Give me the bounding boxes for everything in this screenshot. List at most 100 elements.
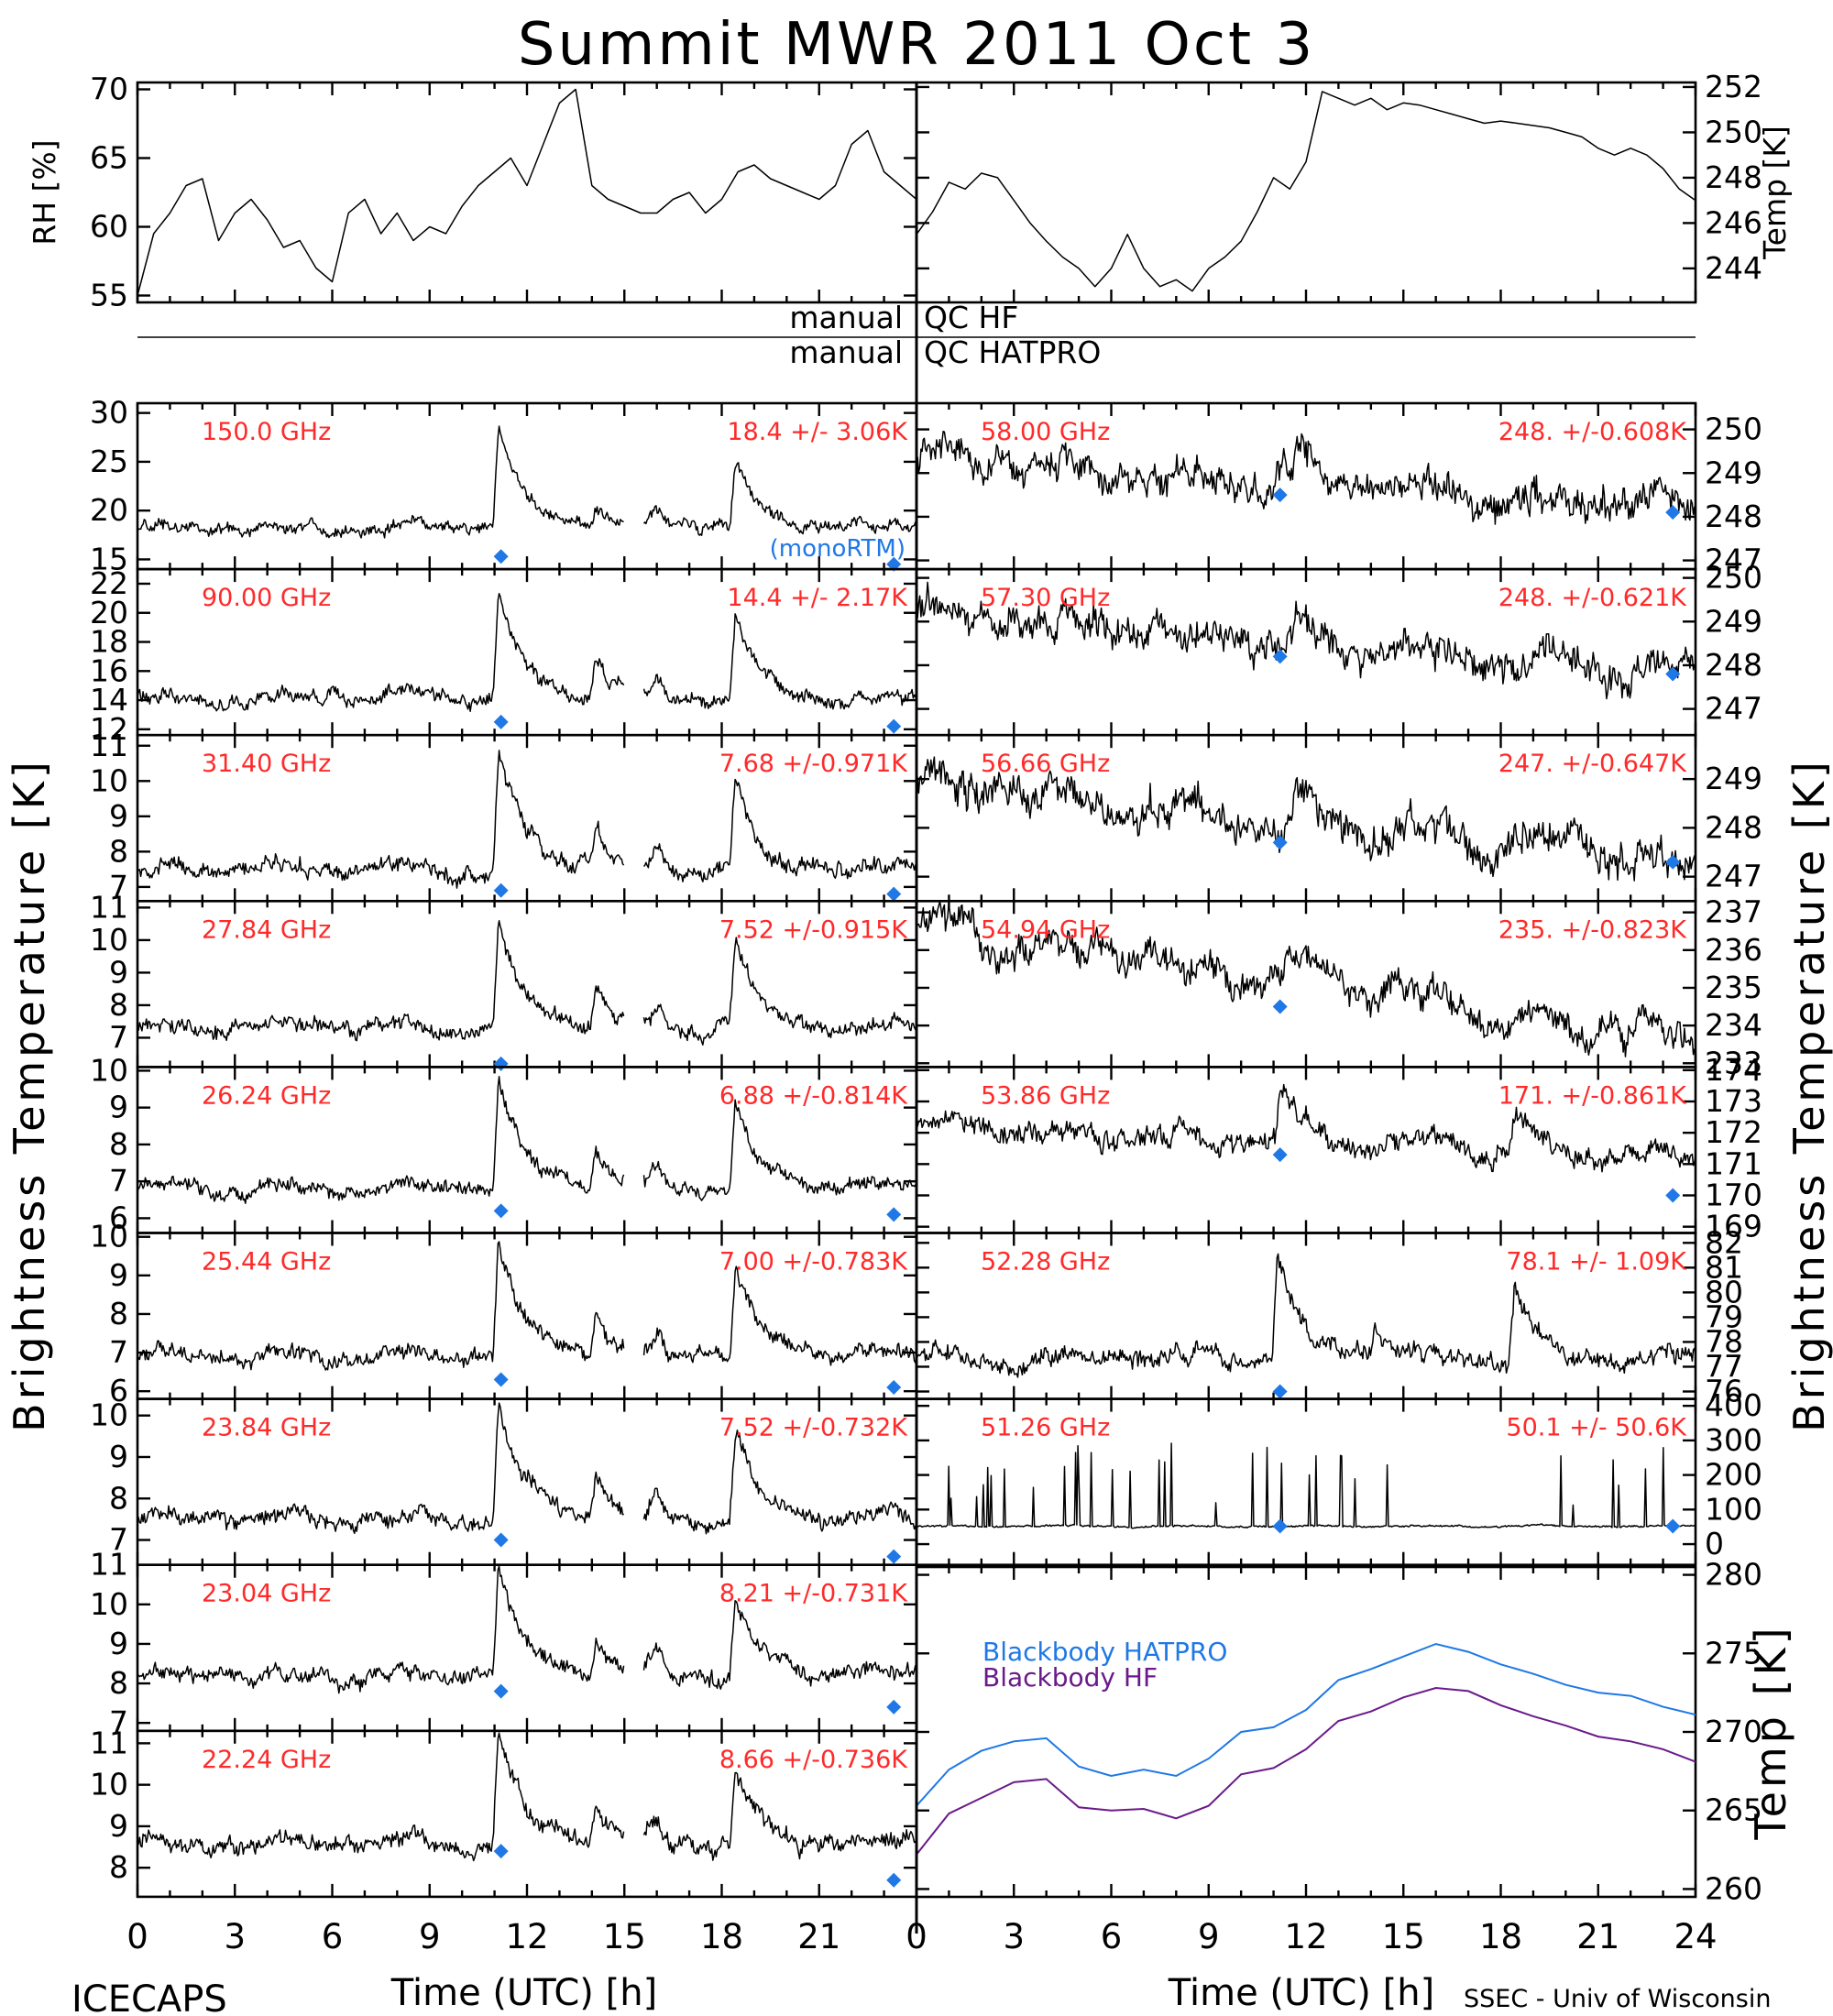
- y-tick-label: 235: [1705, 970, 1762, 1005]
- qc-hatpro-right-label: QC HATPRO: [924, 334, 1101, 370]
- series-line-ch5126: [916, 1442, 1696, 1529]
- monortm-marker: [886, 1699, 902, 1715]
- y-tick-label: 9: [109, 1090, 128, 1125]
- y-tick-label: 25: [90, 444, 128, 479]
- right-side-label: Brightness Temperature [K]: [1784, 758, 1833, 1432]
- y-tick-label: 9: [109, 954, 128, 990]
- monortm-marker: [493, 1683, 509, 1699]
- y-axis-label-rh: RH [%]: [27, 139, 62, 245]
- y-tick-label: 100: [1705, 1491, 1762, 1527]
- series-line-ch3140: [137, 750, 916, 889]
- y-tick-label: 77: [1705, 1348, 1743, 1384]
- monortm-marker: [886, 1549, 902, 1564]
- series-line-ch2224: [137, 1732, 916, 1862]
- x-tick-label: 21: [797, 1917, 840, 1956]
- y-tick-label: 60: [90, 209, 128, 245]
- monortm-marker: [493, 1203, 509, 1219]
- y-tick-label: 7: [109, 1163, 128, 1199]
- panel-frame-rh: [136, 81, 918, 304]
- channel-frequency-label: 56.66 GHz: [981, 750, 1110, 778]
- y-tick-label: 6: [109, 1373, 128, 1408]
- y-tick-label: 248: [1705, 809, 1762, 845]
- series-line-hf: [916, 1686, 1696, 1856]
- monortm-marker: [886, 718, 902, 734]
- x-tick-label: 3: [1003, 1917, 1025, 1956]
- y-tick-label: 8: [109, 1480, 128, 1516]
- y-tick-label: 55: [90, 278, 128, 313]
- qc-hf-right-label: QC HF: [924, 300, 1018, 335]
- panel-ch5730: 247 248 249 250 57.30 GHz 248. +/-0.621K: [915, 560, 1762, 737]
- y-axis-label-temp: Temp [K]: [1757, 126, 1793, 260]
- y-tick-label: 7: [109, 1522, 128, 1558]
- y-tick-label: 248: [1705, 499, 1762, 534]
- y-tick-label: 280: [1705, 1557, 1762, 1593]
- y-tick-label: 237: [1705, 894, 1762, 930]
- channel-stat-label: 14.4 +/- 2.17K: [727, 584, 908, 612]
- legend-blackbody-hatpro: Blackbody HATPRO: [982, 1637, 1227, 1667]
- y-tick-label: 80: [1705, 1274, 1743, 1309]
- channel-stat-label: 247. +/-0.647K: [1498, 750, 1687, 778]
- y-tick-label: 275: [1705, 1635, 1762, 1671]
- monortm-marker: [886, 1872, 902, 1888]
- x-tick-label: 18: [1479, 1917, 1522, 1956]
- y-tick-label: 11: [90, 1725, 128, 1760]
- y-tick-label: 70: [90, 71, 128, 107]
- x-tick-label: 9: [1198, 1917, 1220, 1956]
- series-line-ch5494: [916, 901, 1696, 1057]
- legend-blackbody-hf: Blackbody HF: [982, 1662, 1158, 1693]
- y-tick-label: 9: [109, 1808, 128, 1844]
- channel-stat-label: 7.68 +/-0.971K: [719, 750, 908, 778]
- y-tick-label: 11: [90, 728, 128, 763]
- y-tick-label: 233: [1705, 1045, 1762, 1080]
- channel-stat-label: 248. +/-0.608K: [1498, 418, 1687, 446]
- series-line-ch2784: [137, 920, 916, 1046]
- y-tick-label: 8: [109, 987, 128, 1023]
- y-tick-label: 200: [1705, 1457, 1762, 1493]
- monortm-marker: [1665, 666, 1681, 682]
- y-tick-label: 9: [109, 1626, 128, 1661]
- channel-stat-label: 235. +/-0.823K: [1498, 915, 1687, 944]
- y-tick-label: 248: [1705, 647, 1762, 683]
- y-tick-label: 10: [90, 1767, 128, 1802]
- x-tick-label: 21: [1576, 1917, 1619, 1956]
- y-tick-label: 265: [1705, 1792, 1762, 1828]
- series-line-ch5730: [916, 581, 1696, 700]
- y-tick-label: 249: [1705, 455, 1762, 490]
- y-tick-label: 10: [90, 762, 128, 798]
- series-line-hatpro: [916, 1642, 1696, 1807]
- y-tick-label: 76: [1705, 1373, 1743, 1408]
- series-line-ch150: [137, 425, 916, 539]
- y-tick-label: 173: [1705, 1083, 1762, 1119]
- panel-frame-blackbody: [915, 1565, 1697, 1899]
- y-tick-label: 244: [1705, 250, 1762, 286]
- y-tick-label: 10: [90, 1219, 128, 1255]
- channel-frequency-label: 25.44 GHz: [202, 1248, 331, 1276]
- monortm-marker: [493, 1532, 509, 1548]
- y-tick-label: 171: [1705, 1145, 1762, 1181]
- channel-stat-label: 7.52 +/-0.732K: [719, 1414, 908, 1442]
- panel-ch150: 15 20 25 30 150.0 GHz 18.4 +/- 3.06K (monoRTM): [90, 395, 918, 576]
- channel-stat-label: 50.1 +/- 50.6K: [1506, 1414, 1687, 1442]
- y-tick-label: 250: [1705, 411, 1762, 447]
- series-line-rh: [137, 88, 916, 296]
- channel-stat-label: 8.66 +/-0.736K: [719, 1746, 908, 1774]
- monortm-marker: [493, 1372, 509, 1387]
- panel-ch2224: 8 9 10 11 22.24 GHz 8.66 +/-0.736K: [90, 1725, 918, 1899]
- channel-frequency-label: 58.00 GHz: [981, 418, 1110, 446]
- monortm-marker: [1665, 854, 1681, 870]
- y-tick-label: 12: [90, 711, 128, 747]
- channel-stat-label: 171. +/-0.861K: [1498, 1081, 1687, 1110]
- qc-hatpro-left-label: manual: [789, 334, 903, 370]
- x-tick-label: 0: [126, 1917, 148, 1956]
- y-tick-label: 7: [109, 1704, 128, 1740]
- x-tick-label: 6: [322, 1917, 344, 1956]
- left-side-label: Brightness Temperature [K]: [5, 758, 54, 1432]
- channel-frequency-label: 31.40 GHz: [202, 750, 331, 778]
- monortm-marker: [1272, 1147, 1288, 1163]
- y-tick-label: 260: [1705, 1870, 1762, 1906]
- y-tick-label: 249: [1705, 603, 1762, 639]
- monortm-marker: [493, 882, 509, 898]
